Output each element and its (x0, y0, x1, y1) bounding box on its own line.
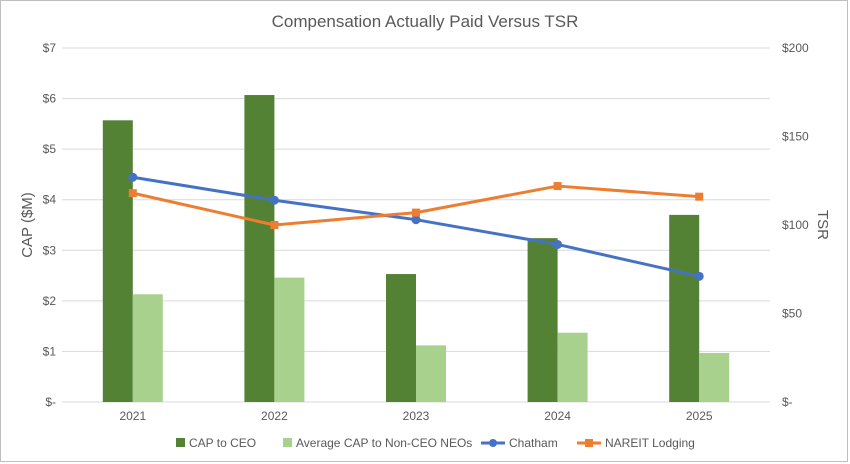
x-tick-label: 2024 (544, 409, 571, 423)
series-line (133, 177, 699, 276)
y-tick-label: $3 (43, 243, 57, 257)
legend-marker (585, 439, 593, 447)
bar (416, 345, 446, 402)
legend-swatch (176, 438, 185, 447)
bar (669, 215, 699, 402)
data-point (270, 196, 279, 205)
bar (386, 274, 416, 402)
bars (103, 95, 729, 402)
legend-swatch (283, 438, 292, 447)
bar (558, 333, 588, 402)
y2-tick-label: $200 (782, 41, 809, 55)
x-tick-label: 2023 (403, 409, 430, 423)
y2-tick-label: $150 (782, 130, 809, 144)
chart-title: Compensation Actually Paid Versus TSR (272, 12, 579, 31)
data-point (128, 173, 137, 182)
y2-tick-label: $100 (782, 218, 809, 232)
y-axis-label: CAP ($M) (19, 192, 36, 258)
y2-axis-label: TSR (814, 210, 831, 240)
data-point (695, 272, 704, 281)
y-tick-label: $6 (43, 92, 57, 106)
bar (133, 294, 163, 402)
y-tick-label: $5 (43, 142, 57, 156)
bar (274, 278, 304, 402)
legend-label: Average CAP to Non-CEO NEOs (296, 436, 472, 450)
legend-marker (489, 439, 497, 447)
bar (244, 95, 274, 402)
x-tick-label: 2021 (119, 409, 146, 423)
data-point (695, 193, 703, 201)
x-tick-label: 2025 (686, 409, 713, 423)
legend-label: CAP to CEO (189, 436, 256, 450)
bar (699, 353, 729, 402)
legend-label: NAREIT Lodging (605, 436, 695, 450)
data-point (553, 240, 562, 249)
data-point (129, 189, 137, 197)
data-point (554, 182, 562, 190)
bar (103, 120, 133, 402)
y2-tick-label: $50 (782, 307, 802, 321)
y-tick-label: $- (45, 395, 56, 409)
lines (128, 173, 703, 281)
y-tick-label: $4 (43, 193, 57, 207)
x-tick-label: 2022 (261, 409, 288, 423)
data-point (412, 209, 420, 217)
y-tick-label: $2 (43, 294, 57, 308)
bar (528, 238, 558, 402)
data-point (270, 221, 278, 229)
legend-label: Chatham (509, 436, 558, 450)
y-tick-label: $7 (43, 41, 57, 55)
y2-tick-label: $- (782, 395, 793, 409)
legend: CAP to CEO Average CAP to Non-CEO NEOs Cha… (176, 436, 695, 450)
y-tick-label: $1 (43, 344, 57, 358)
